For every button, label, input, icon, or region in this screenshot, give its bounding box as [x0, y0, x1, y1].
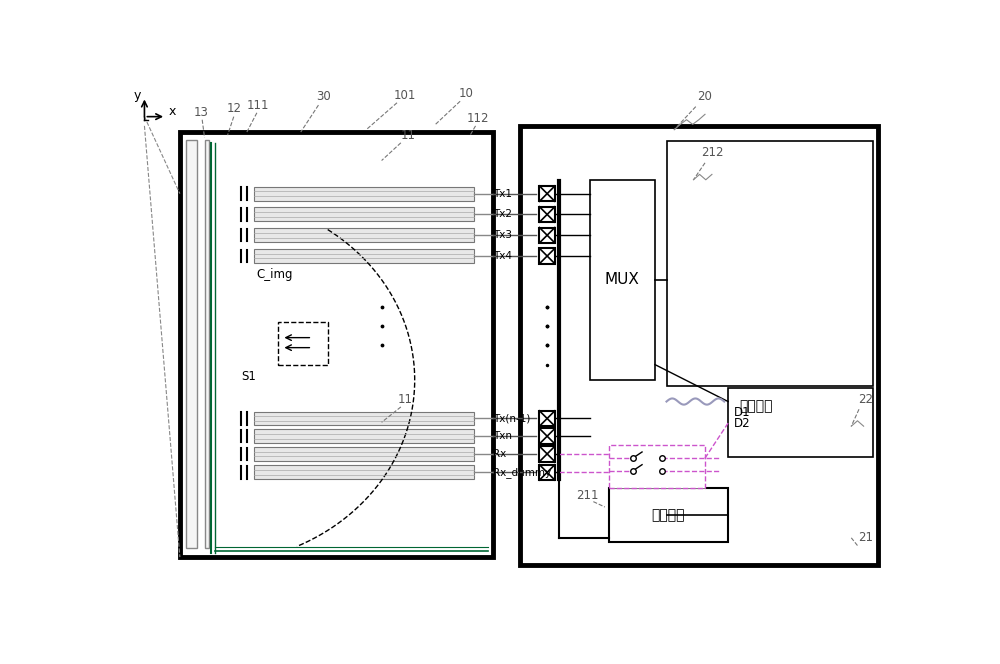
Bar	[539, 446, 555, 461]
Text: 10: 10	[459, 87, 474, 100]
Text: 12: 12	[226, 102, 241, 116]
Text: Txn: Txn	[493, 431, 512, 441]
Bar	[539, 207, 555, 222]
Bar	[254, 187, 474, 201]
Bar	[180, 132, 493, 557]
Text: 111: 111	[247, 98, 270, 112]
Text: 212: 212	[701, 146, 724, 159]
Text: 101: 101	[394, 88, 416, 102]
Text: Tx3: Tx3	[493, 230, 512, 240]
Bar	[254, 249, 474, 263]
Text: y: y	[134, 89, 141, 102]
Bar	[254, 207, 474, 221]
Bar	[254, 465, 474, 479]
Text: 20: 20	[698, 90, 712, 103]
Text: 驱动单元: 驱动单元	[652, 508, 685, 522]
Bar	[205, 139, 209, 548]
Text: 112: 112	[467, 112, 489, 125]
Text: 22: 22	[858, 392, 873, 406]
Text: MUX: MUX	[605, 272, 640, 288]
Text: Tx(n-1): Tx(n-1)	[493, 414, 531, 424]
Bar	[278, 322, 328, 365]
Text: D2: D2	[734, 416, 751, 430]
Text: C_img: C_img	[257, 268, 293, 282]
Bar	[666, 141, 873, 386]
Bar	[539, 428, 555, 444]
Text: Rx: Rx	[493, 449, 507, 459]
Text: 30: 30	[316, 90, 331, 103]
Text: 13: 13	[193, 106, 208, 120]
Text: Tx4: Tx4	[493, 251, 512, 261]
Bar	[539, 248, 555, 264]
Bar	[539, 465, 555, 480]
Text: 11: 11	[397, 392, 412, 406]
Bar	[539, 186, 555, 201]
Bar	[728, 388, 873, 457]
Text: 211: 211	[576, 489, 598, 502]
Bar	[254, 412, 474, 426]
Text: S1: S1	[241, 370, 256, 383]
Bar	[254, 429, 474, 443]
Text: D1: D1	[734, 406, 751, 419]
Bar	[609, 446, 705, 488]
Text: 处理单元: 处理单元	[740, 399, 773, 413]
Text: 21: 21	[858, 531, 873, 544]
Bar	[520, 126, 878, 565]
Bar	[186, 139, 197, 548]
Bar	[254, 228, 474, 242]
Text: x: x	[168, 105, 176, 118]
Text: Tx1: Tx1	[493, 189, 512, 199]
Bar	[539, 411, 555, 426]
Bar	[254, 447, 474, 461]
Bar	[609, 488, 728, 542]
Text: Tx2: Tx2	[493, 209, 512, 219]
Bar	[590, 180, 655, 380]
Text: 11: 11	[401, 129, 416, 141]
Bar	[539, 228, 555, 243]
Text: Rx_dummy: Rx_dummy	[493, 467, 551, 478]
